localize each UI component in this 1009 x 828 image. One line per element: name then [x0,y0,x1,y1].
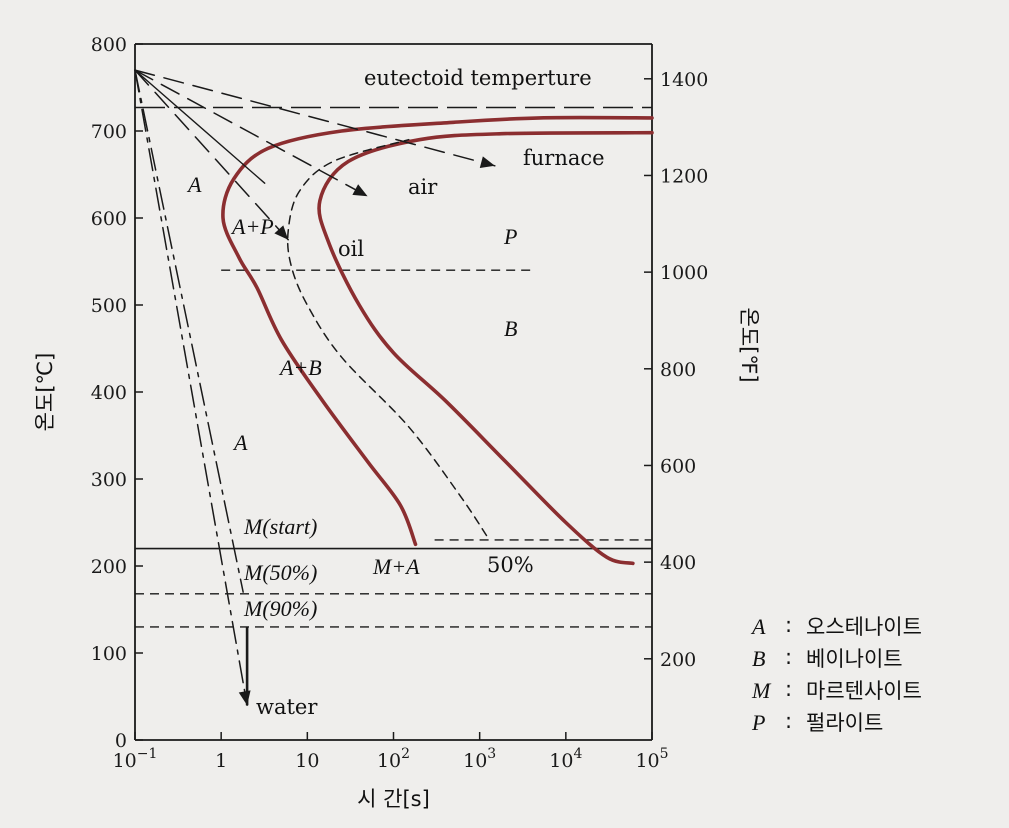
series-air [134,69,369,197]
legend-key-B: B [752,646,765,671]
label-B: B [504,316,517,341]
x-axis-title: 시 간[s] [357,787,430,811]
series-extra [134,69,244,593]
legend-sep: : [785,645,792,669]
label-M50: M(50%) [243,560,317,585]
x-tick-label: 105 [635,746,668,772]
label-P: P [503,224,517,249]
y-tick-label: 400 [91,382,127,404]
y-right-tick-label: 1400 [660,69,708,91]
legend-sep: : [785,613,792,637]
x-tick-label: 10 [295,750,319,772]
legend-label-M: 마르텐사이트 [806,679,922,703]
label-M90: M(90%) [243,596,317,621]
legend-key-A: A [750,614,766,639]
label-A1: A [186,172,202,197]
label-water: water [256,695,318,719]
y-tick-label: 100 [91,643,127,665]
y-tick-label: 700 [91,121,127,143]
y-tick-label: 500 [91,295,127,317]
y-right-tick-label: 1200 [660,165,708,187]
label-Mstart: M(start) [243,514,317,539]
series-oil [134,69,289,241]
legend-label-A: 오스테나이트 [806,615,922,639]
series-start [221,115,654,547]
arrow-oil [274,225,289,240]
label-air: air [408,175,438,199]
y-tick-label: 800 [91,34,127,56]
legend-sep: : [785,709,792,733]
y-tick-label: 0 [115,730,127,752]
y-right-tick-label: 800 [660,359,696,381]
annotation-layer: 시 간[s] 온도[℃] 온도[℉] eutectoid temperture furn… [33,66,922,811]
series-water [134,69,248,706]
label-MA: M+A [372,554,420,579]
label-AP: A+P [230,214,274,239]
y-tick-label: 300 [91,469,127,491]
y-right-tick-label: 600 [660,455,696,477]
y-tick-label: 600 [91,208,127,230]
label-oil: oil [338,237,364,261]
legend-sep: : [785,677,792,701]
label-eutectoid: eutectoid temperture [364,66,592,90]
legend-label-P: 펄라이트 [806,711,883,735]
y-tick-label: 200 [91,556,127,578]
y-right-tick-label: 400 [660,552,696,574]
y-right-tick-label: 1000 [660,262,708,284]
series-short [134,69,266,184]
series-layer [134,69,654,706]
x-tick-label: 103 [463,746,496,772]
label-50pct: 50% [487,553,534,577]
legend-key-P: P [751,710,765,735]
series-furnace [134,69,496,167]
y-axis-title: 온도[℃] [33,353,57,432]
axis-ticks: 0 100 200 300 400 500 600 700 800 200 400 600 800 100… [91,34,709,772]
label-furnace: furnace [523,146,605,170]
y-axis-title-right: 온도[℉] [737,307,761,382]
arrow-water [238,690,251,706]
arrow-furnace [479,156,495,169]
x-tick-label: 10−1 [113,746,158,772]
arrow-air [352,184,368,197]
x-tick-label: 1 [215,750,227,772]
series-50% [286,138,488,537]
x-tick-label: 102 [377,746,410,772]
label-A2: A [232,430,248,455]
legend-key-M: M [751,678,772,703]
label-AB: A+B [278,355,322,380]
series-finish [317,130,654,566]
legend-label-B: 베이나이트 [806,647,903,671]
y-right-tick-label: 200 [660,649,696,671]
x-tick-label: 104 [549,746,582,772]
